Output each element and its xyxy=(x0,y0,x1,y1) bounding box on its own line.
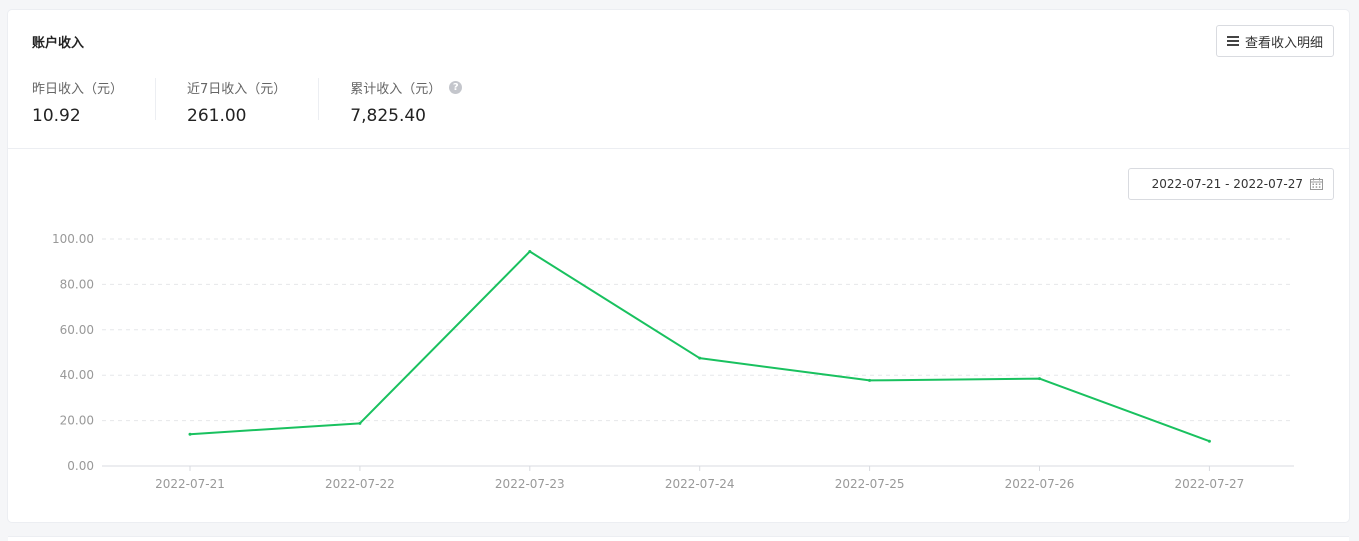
data-point[interactable] xyxy=(358,421,362,425)
y-tick-label: 80.00 xyxy=(60,277,94,291)
view-income-detail-label: 查看收入明细 xyxy=(1244,35,1323,51)
income-line-chart: 0.00 20.00 40.00 60.00 80.00 100.00 2022-07-21… xyxy=(52,232,1294,491)
data-point[interactable] xyxy=(868,378,872,382)
stat-last-7-days: 近7日收入（元） 261.00 xyxy=(187,78,320,126)
x-tick-label: 2022-07-22 xyxy=(325,477,395,491)
page-title: 账户收入 xyxy=(32,36,85,51)
x-tick-label: 2022-07-26 xyxy=(1005,477,1075,491)
x-tick-label: 2022-07-23 xyxy=(495,477,565,491)
y-tick-label: 0.00 xyxy=(67,459,94,473)
stat-value: 7,825.40 xyxy=(350,106,426,126)
data-point[interactable] xyxy=(528,249,532,253)
y-tick-label: 40.00 xyxy=(60,368,94,382)
x-tick-label: 2022-07-25 xyxy=(835,477,905,491)
next-card-edge xyxy=(8,536,1349,541)
stat-label: 昨日收入（元） xyxy=(32,82,124,97)
data-point[interactable] xyxy=(188,432,192,436)
divider xyxy=(8,148,1349,149)
data-point[interactable] xyxy=(698,356,702,360)
stat-label: 近7日收入（元） xyxy=(187,82,287,97)
stat-total: 累计收入（元） ? 7,825.40 xyxy=(350,78,494,126)
x-tick-label: 2022-07-27 xyxy=(1175,477,1245,491)
y-tick-label: 100.00 xyxy=(52,232,94,246)
menu-icon xyxy=(1226,36,1239,46)
income-card: 账户收入 查看收入明细 昨日收入（元） 10.92 近7日收入（元） 261.0… xyxy=(8,10,1349,522)
x-tick-label: 2022-07-21 xyxy=(155,477,225,491)
stat-label: 累计收入（元） ? xyxy=(350,78,463,97)
income-series-line xyxy=(189,250,1210,443)
data-point[interactable] xyxy=(1207,439,1211,443)
stat-value: 261.00 xyxy=(187,106,247,126)
y-tick-label: 20.00 xyxy=(60,414,94,428)
x-tick-label: 2022-07-24 xyxy=(665,477,735,491)
date-range-value: 2022-07-21 - 2022-07-27 xyxy=(1151,177,1303,191)
data-point[interactable] xyxy=(1038,377,1041,381)
calendar-icon xyxy=(1310,178,1323,190)
date-range-picker[interactable]: 2022-07-21 - 2022-07-27 xyxy=(1128,168,1334,200)
y-tick-label: 60.00 xyxy=(60,323,94,337)
help-icon[interactable]: ? xyxy=(449,81,463,94)
stat-value: 10.92 xyxy=(32,106,81,126)
stats-row: 昨日收入（元） 10.92 近7日收入（元） 261.00 累计收入（元） ? … xyxy=(32,78,525,126)
stat-yesterday: 昨日收入（元） 10.92 xyxy=(32,78,157,126)
view-income-detail-button[interactable]: 查看收入明细 xyxy=(1215,25,1334,57)
